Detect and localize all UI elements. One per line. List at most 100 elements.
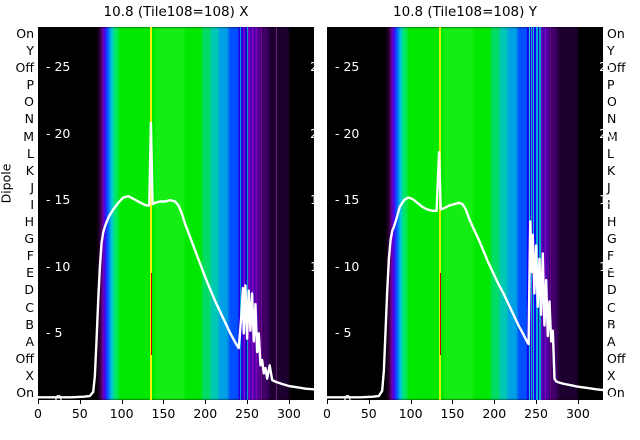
rfi-stripe [247, 27, 249, 400]
dipole-tick-label: G [24, 231, 34, 247]
xtick-mark [79, 400, 81, 404]
dipole-tick-label: K [607, 162, 616, 178]
rfi-stripe [240, 27, 242, 400]
dipole-tick-label: X [25, 367, 34, 383]
dipole-tick-label: On [607, 26, 625, 41]
rfi-stripe [250, 27, 252, 400]
xtick-label: 200 [482, 406, 507, 421]
rfi-stripe [532, 27, 535, 400]
xtick-label: 50 [360, 406, 377, 421]
spectrogram-panel-x[interactable] [38, 27, 314, 400]
spectrogram-image-y [327, 27, 603, 400]
rfi-stripe [547, 27, 549, 400]
dipole-tick-label: On [16, 26, 34, 41]
xtick-label: 250 [524, 406, 549, 421]
xtick-mark [536, 400, 538, 404]
xtick-mark [205, 400, 207, 404]
rfi-stripe [253, 27, 255, 400]
xtick-label: 150 [151, 406, 176, 421]
dipole-tick-label: F [607, 248, 615, 264]
dipole-tick-label: E [26, 265, 34, 281]
xtick-label: 300 [276, 406, 301, 421]
dipole-tick-label: P [26, 77, 34, 93]
xtick-mark [368, 400, 370, 404]
spectrum-trace-x [38, 121, 314, 399]
dipole-tick-label: M [23, 128, 34, 144]
rfi-stripe [276, 27, 278, 400]
rfi-stripe [528, 27, 531, 400]
inner-ytick-label: 5 [318, 325, 326, 341]
rfi-stripe [534, 27, 536, 400]
dipole-tick-label: K [25, 162, 34, 178]
rfi-stripe [238, 27, 240, 400]
xtick-mark [121, 400, 123, 404]
dipole-tick-label: Off [607, 350, 626, 366]
dipole-tick-label: Off [607, 60, 626, 76]
xtick-label: 250 [235, 406, 260, 421]
dipole-axis-left: On Y Off P O N M L K J I H G F E D C B A Off X On [2, 27, 36, 400]
rfi-stripe [252, 27, 254, 400]
xtick-mark [452, 400, 454, 404]
xtick-mark [327, 400, 328, 404]
dipole-tick-label: O [24, 94, 34, 110]
xtick-label: 300 [565, 406, 590, 421]
panel-title-x: 10.8 (Tile108=108) X [103, 4, 249, 20]
rfi-stripe [248, 27, 251, 400]
spectrum-trace-y [327, 151, 603, 399]
xtick-mark [410, 400, 412, 404]
inner-ytick-label: 0 [318, 392, 326, 407]
xtick-mark [247, 400, 249, 404]
dipole-tick-label: D [607, 282, 617, 298]
dipole-tick-label: On [607, 385, 625, 400]
rfi-stripe [243, 27, 245, 400]
rfi-stripe [536, 27, 538, 400]
rfi-stripe [261, 27, 263, 400]
rfi-stripe [242, 27, 244, 400]
xtick-label: 50 [71, 406, 88, 421]
rfi-stripe [539, 27, 541, 400]
dipole-tick-label: Off [15, 350, 34, 366]
rfi-stripe [256, 27, 258, 400]
dipole-tick-label: D [24, 282, 34, 298]
dipole-tick-label: Off [15, 60, 34, 76]
dipole-tick-label: L [27, 145, 34, 161]
dipole-tick-label: J [30, 179, 34, 195]
rfi-stripe [245, 27, 247, 400]
dipole-tick-label: Y [26, 43, 34, 59]
xtick-label: 150 [440, 406, 465, 421]
panel-title-y: 10.8 (Tile108=108) Y [393, 4, 537, 20]
hot-channel-core [150, 273, 152, 356]
xtick-mark [577, 400, 579, 404]
hot-channel-streak [438, 27, 442, 400]
dipole-tick-label: N [24, 111, 34, 127]
rfi-stripe [542, 27, 544, 400]
spectrogram-image-x [38, 27, 314, 400]
dipole-tick-label: H [607, 214, 617, 230]
dipole-tick-label: C [25, 299, 34, 315]
dipole-tick-label: E [607, 265, 615, 281]
dipole-tick-label: O [607, 94, 617, 110]
xtick-mark [494, 400, 496, 404]
dipole-tick-label: P [607, 77, 615, 93]
xtick-label: 0 [34, 406, 42, 421]
dipole-tick-label: Y [607, 43, 615, 59]
colormap-gradient [38, 27, 314, 400]
xtick-label: 100 [109, 406, 134, 421]
dipole-tick-label: I [30, 196, 34, 212]
xtick-label: 100 [398, 406, 423, 421]
rfi-stripe [263, 27, 265, 400]
dipole-tick-label: J [607, 179, 611, 195]
colormap-gradient [327, 27, 603, 400]
rfi-stripe [258, 27, 260, 400]
dipole-tick-label: X [607, 367, 616, 383]
hot-channel-streak [149, 27, 153, 400]
xtick-label: 0 [323, 406, 331, 421]
rfi-stripe [552, 27, 554, 400]
dipole-tick-label: A [25, 333, 34, 349]
spectrogram-panel-y[interactable] [327, 27, 603, 400]
dipole-tick-label: I [607, 196, 611, 212]
xtick-label: 200 [193, 406, 218, 421]
xtick-mark [288, 400, 290, 404]
dipole-tick-label: A [607, 333, 616, 349]
